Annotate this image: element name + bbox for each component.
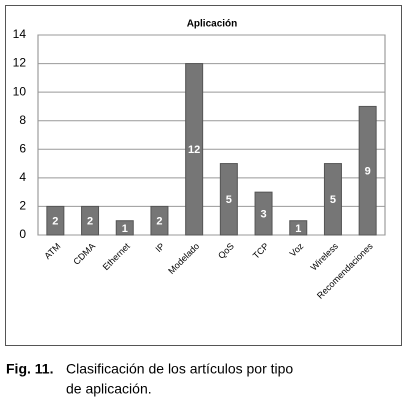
value-label: 2 — [52, 216, 58, 228]
chart-frame — [5, 5, 402, 346]
bar — [81, 205, 100, 236]
y-tick-label: 8 — [19, 113, 26, 127]
bar — [323, 163, 342, 236]
bar — [219, 163, 238, 236]
caption-label: Fig. 11. — [6, 361, 53, 377]
bar — [115, 220, 134, 236]
bar — [254, 191, 273, 236]
bar — [150, 205, 169, 236]
value-label: 2 — [156, 216, 162, 228]
caption-text: de aplicación. — [66, 381, 152, 397]
chart-title: Aplicación — [187, 19, 238, 30]
y-tick-label: 12 — [13, 56, 27, 70]
caption-text: Clasificación de los artículos por tipo — [66, 361, 293, 377]
value-label: 3 — [260, 208, 266, 220]
y-tick-label: 14 — [13, 27, 27, 41]
value-label: 9 — [365, 166, 371, 178]
value-label: 5 — [226, 194, 232, 206]
bar — [46, 205, 65, 236]
y-tick-label: 6 — [19, 141, 26, 155]
value-label: 1 — [295, 223, 301, 235]
bar — [358, 105, 377, 236]
y-tick-label: 2 — [19, 199, 26, 213]
y-tick-label: 0 — [19, 227, 26, 241]
bar — [289, 220, 308, 236]
y-tick-label: 10 — [13, 84, 27, 98]
value-label: 12 — [188, 144, 200, 156]
y-tick-label: 4 — [19, 170, 26, 184]
value-label: 5 — [330, 194, 336, 206]
value-label: 1 — [122, 223, 128, 235]
bar — [185, 63, 204, 236]
value-label: 2 — [87, 216, 93, 228]
